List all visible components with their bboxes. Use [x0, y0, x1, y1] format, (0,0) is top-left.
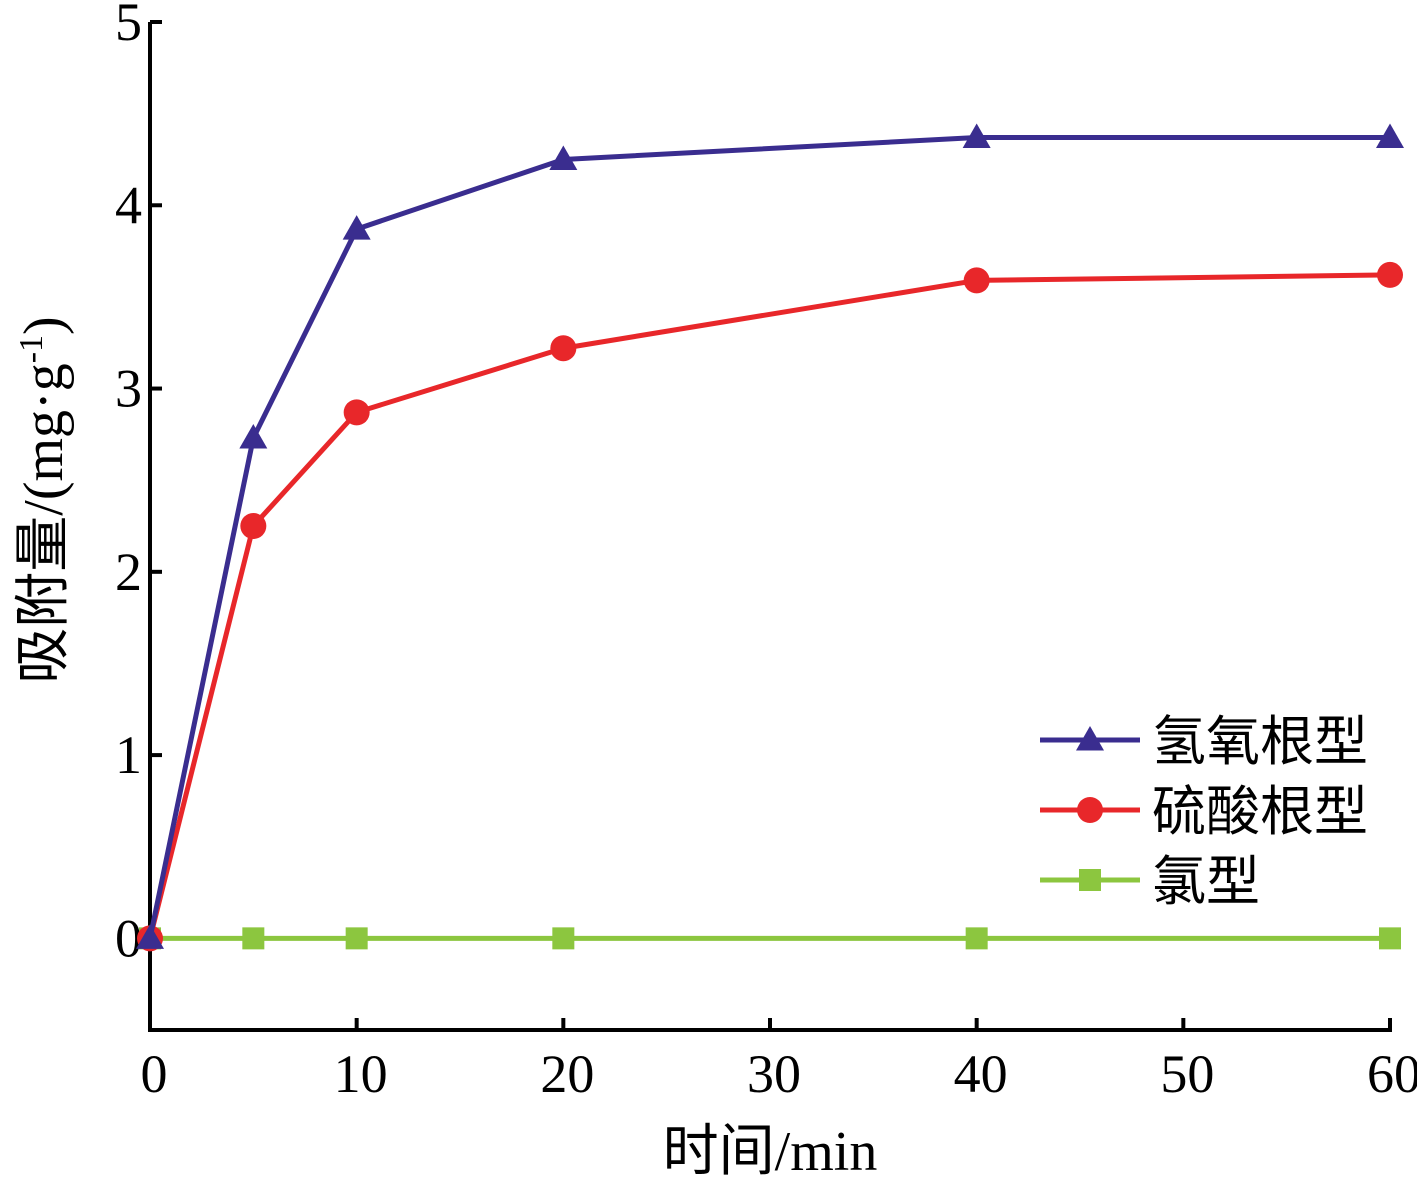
data-point [552, 927, 575, 950]
y-tick-label: 2 [115, 542, 142, 602]
data-point [239, 424, 268, 449]
y-axis-title-main: 吸附量/(mg·g [13, 363, 75, 683]
y-axis-title-close: ) [13, 316, 75, 335]
x-ticks: 0 10 20 30 40 50 60 [141, 1018, 1417, 1104]
series-line [147, 272, 1391, 939]
y-tick-label: 5 [115, 0, 142, 52]
legend-label: 氢氧根型 [1152, 712, 1368, 772]
data-point [240, 513, 267, 539]
legend-label: 氯型 [1152, 852, 1260, 912]
legend-marker [1079, 869, 1101, 891]
y-axis-title: 吸附量/(mg·g-1) [13, 316, 75, 683]
data-point [550, 335, 577, 362]
y-tick-label: 1 [115, 725, 142, 785]
y-tick-label: 4 [115, 175, 142, 235]
data-point [962, 123, 991, 148]
y-axis-title-sup: -1 [13, 335, 50, 363]
x-tick-label: 50 [1160, 1044, 1214, 1104]
x-tick-label: 60 [1367, 1044, 1417, 1104]
legend-item: 氯型 [1040, 852, 1260, 912]
data-point [1376, 123, 1404, 148]
legend-label: 硫酸根型 [1152, 782, 1368, 842]
x-tick-label: 0 [141, 1044, 168, 1104]
x-tick-label: 10 [334, 1044, 388, 1104]
series-group [137, 261, 1403, 952]
legend-item: 硫酸根型 [1040, 782, 1368, 842]
data-point [345, 927, 368, 950]
data-point [1379, 927, 1401, 950]
series-group [136, 123, 1404, 949]
x-tick-label: 40 [954, 1044, 1008, 1104]
series-group [139, 927, 1401, 950]
data-point [343, 399, 370, 426]
data-point [136, 924, 164, 949]
data-point [242, 927, 265, 950]
series-layer [136, 123, 1404, 952]
legend-marker [1076, 726, 1104, 751]
series-line [147, 134, 1390, 939]
data-point [965, 927, 988, 950]
legend-item: 氢氧根型 [1040, 712, 1368, 772]
y-tick-label: 3 [115, 359, 142, 419]
legend-marker [1077, 797, 1103, 823]
data-point [1377, 261, 1403, 288]
data-point [963, 267, 990, 294]
data-point [342, 215, 371, 240]
x-axis-title: 时间/min [663, 1121, 878, 1181]
data-point [549, 145, 578, 170]
x-tick-label: 20 [540, 1044, 594, 1104]
x-tick-label: 30 [747, 1044, 801, 1104]
